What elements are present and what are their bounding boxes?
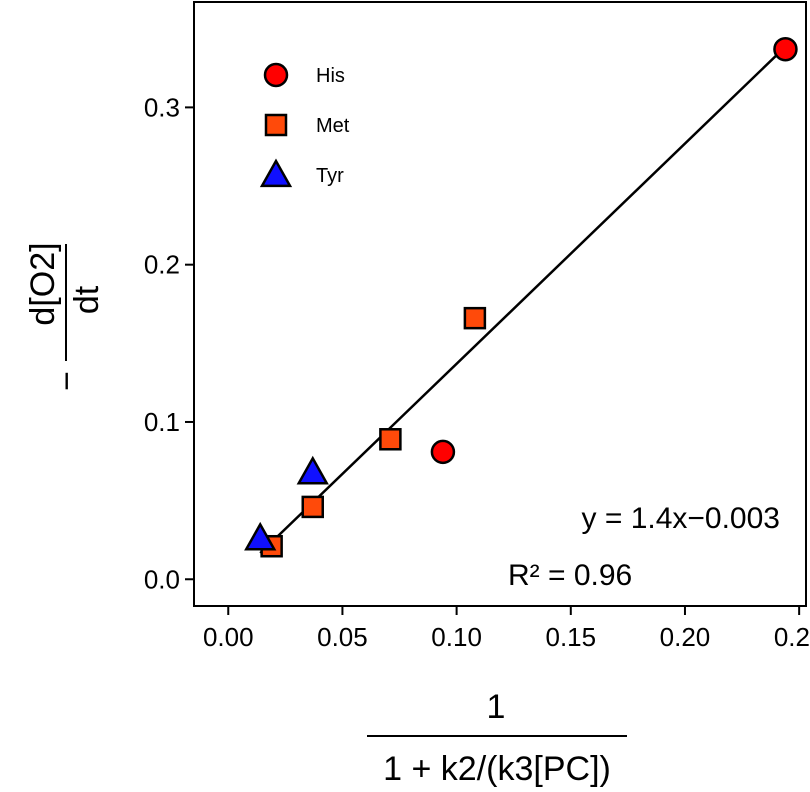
y-tick-label: 0.3 <box>144 92 180 122</box>
legend-marker-met <box>264 113 288 137</box>
legend: His Met Tyr <box>259 62 350 188</box>
x-tick-label: 0.25 <box>774 622 810 652</box>
y-tick-label: 0.2 <box>144 250 180 280</box>
legend-marker-tyr <box>259 158 293 188</box>
legend-marker-his <box>263 62 289 88</box>
x-tick-label: 0.00 <box>203 622 254 652</box>
y-tick-label: 0.1 <box>144 407 180 437</box>
x-tick-label: 0.20 <box>660 622 711 652</box>
x-tick-label: 0.05 <box>317 622 368 652</box>
y-axis-title-numerator: d[O2] <box>24 242 62 325</box>
data-point-met <box>463 306 487 330</box>
fit-equation: y = 1.4x−0.003 <box>582 502 781 535</box>
y-axis: 0.0 0.1 0.2 0.3 <box>144 92 194 594</box>
y-axis-title-denominator: dt <box>68 285 106 314</box>
plot-frame <box>193 1 807 607</box>
legend-label-met: Met <box>316 115 350 137</box>
data-point-his <box>773 36 798 62</box>
y-tick-label: 0.0 <box>144 564 180 594</box>
data-point-his <box>430 439 456 465</box>
legend-label-tyr: Tyr <box>316 165 344 187</box>
x-axis: 0.00 0.05 0.10 0.15 0.20 0.25 <box>203 606 810 652</box>
legend-label-his: His <box>316 65 345 87</box>
x-tick-label: 0.10 <box>431 622 482 652</box>
data-point-tyr <box>244 521 277 551</box>
x-axis-title-numerator: 1 <box>487 688 506 726</box>
data-point-met <box>301 495 324 519</box>
x-axis-title-denominator: 1 + k2/(k3[PC]) <box>383 750 611 788</box>
data-point-tyr <box>296 455 329 485</box>
x-tick-label: 0.15 <box>545 622 596 652</box>
fit-line <box>259 45 787 555</box>
y-axis-title-minus: − <box>48 371 86 391</box>
data-points <box>244 36 798 558</box>
data-point-met <box>379 428 402 451</box>
y-axis-title: − d[O2] dt <box>24 242 106 391</box>
r-squared: R² = 0.96 <box>508 559 632 592</box>
x-axis-title: 1 1 + k2/(k3[PC]) <box>367 688 627 788</box>
